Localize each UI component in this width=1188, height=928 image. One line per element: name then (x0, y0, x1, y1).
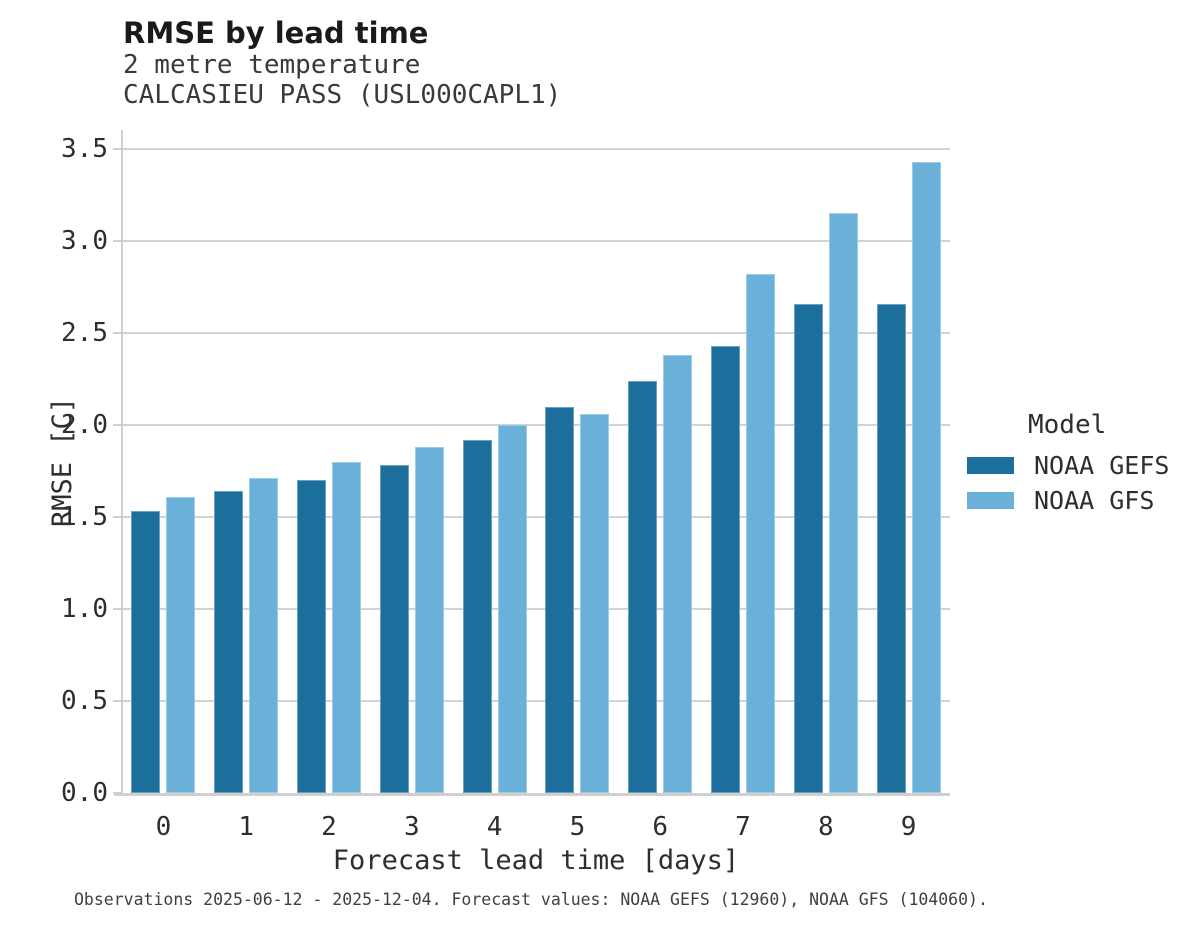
chart-title: RMSE by lead time (123, 16, 429, 50)
y-tick-mark (113, 792, 121, 794)
gridline (122, 608, 950, 610)
bar-noaa-gefs (214, 491, 244, 793)
y-tick-label: 2.0 (61, 410, 108, 440)
bar-noaa-gfs (663, 355, 693, 793)
x-tick-label: 3 (403, 812, 420, 842)
gridline (122, 240, 950, 242)
bar-noaa-gefs (793, 303, 823, 793)
y-tick-label: 2.5 (61, 318, 108, 348)
bar-noaa-gfs (911, 161, 941, 793)
x-tick-label: 6 (652, 812, 669, 842)
y-tick-label: 3.5 (61, 134, 108, 164)
bar-noaa-gefs (131, 511, 161, 793)
y-tick-label: 0.0 (61, 778, 108, 808)
y-tick-label: 3.0 (61, 226, 108, 256)
bar-noaa-gfs (497, 425, 527, 793)
bar-noaa-gefs (297, 480, 326, 793)
chart-subtitle-station: CALCASIEU PASS (USL000CAPL1) (123, 80, 562, 110)
bar-noaa-gefs (711, 345, 740, 793)
bar-noaa-gefs (876, 303, 906, 793)
y-tick-mark (113, 148, 121, 150)
legend-swatch (967, 492, 1014, 509)
footer-note: Observations 2025-06-12 - 2025-12-04. Fo… (74, 890, 988, 909)
x-tick-label: 7 (735, 812, 751, 842)
gridline (122, 700, 950, 702)
bar-noaa-gfs (249, 478, 279, 793)
gridline (122, 148, 950, 150)
y-tick-label: 1.5 (61, 502, 108, 532)
legend-label: NOAA GEFS (1034, 451, 1170, 480)
x-tick-label: 2 (321, 812, 337, 842)
y-tick-label: 1.0 (61, 594, 108, 624)
gridline (122, 516, 950, 518)
legend-title: Model (1028, 410, 1107, 440)
bar-noaa-gfs (414, 447, 444, 793)
y-axis-line (121, 130, 123, 795)
x-tick-label: 0 (155, 812, 172, 842)
chart-subtitle-variable: 2 metre temperature (123, 50, 421, 80)
bar-noaa-gfs (332, 461, 361, 793)
x-tick-label: 5 (569, 812, 586, 842)
y-tick-mark (113, 516, 121, 518)
gridline (122, 332, 950, 334)
y-axis-label: RMSE [C] (47, 396, 78, 528)
bar-noaa-gfs (828, 213, 858, 793)
x-tick-label: 4 (486, 812, 503, 842)
x-tick-label: 8 (817, 812, 834, 842)
bar-noaa-gefs (462, 439, 492, 793)
legend-label: NOAA GFS (1034, 486, 1155, 515)
legend-swatch (967, 457, 1014, 474)
y-tick-mark (113, 424, 121, 426)
y-tick-mark (113, 240, 121, 242)
y-tick-label: 0.5 (61, 686, 108, 716)
bar-noaa-gfs (166, 496, 196, 793)
x-axis-line (114, 793, 950, 796)
bar-noaa-gefs (628, 380, 658, 793)
gridline (122, 424, 950, 426)
y-tick-mark (113, 700, 121, 702)
y-tick-mark (113, 608, 121, 610)
bar-noaa-gefs (379, 465, 409, 793)
bar-noaa-gefs (545, 406, 575, 793)
bar-noaa-gfs (746, 274, 775, 793)
x-tick-label: 9 (900, 812, 917, 842)
x-axis-label: Forecast lead time [days] (332, 845, 740, 876)
x-tick-label: 1 (238, 812, 255, 842)
y-tick-mark (113, 332, 121, 334)
bar-noaa-gfs (580, 413, 610, 793)
